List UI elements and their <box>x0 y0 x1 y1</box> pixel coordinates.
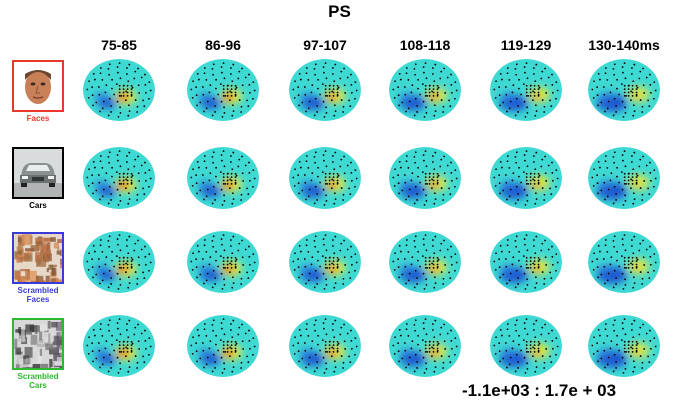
electrode-grid <box>190 150 256 206</box>
scalp-field <box>490 147 562 209</box>
scalp-field <box>187 315 259 377</box>
electrode-grid <box>190 318 256 374</box>
stimulus-condition: Scrambled Faces <box>10 232 66 304</box>
scrambled-face-noise-icon <box>12 232 64 284</box>
topography-map <box>588 147 660 209</box>
electrode-grid <box>392 150 458 206</box>
topography-map <box>83 147 155 209</box>
electrode-grid <box>392 318 458 374</box>
topography-map <box>389 59 461 121</box>
topography-map <box>389 231 461 293</box>
topography-map <box>289 59 361 121</box>
electrode-grid <box>591 318 657 374</box>
scalp-field <box>83 231 155 293</box>
scalp-field <box>289 59 361 121</box>
car-photo-icon <box>12 147 64 199</box>
stimulus-condition: Cars <box>10 147 66 210</box>
scalp-field <box>187 147 259 209</box>
electrode-grid <box>190 62 256 118</box>
electrode-grid <box>292 318 358 374</box>
stimulus-label-line: Scrambled <box>17 372 59 381</box>
electrode-grid <box>86 62 152 118</box>
scalp-field <box>588 315 660 377</box>
stimulus-label: Cars <box>10 201 66 210</box>
electrode-grid <box>292 234 358 290</box>
electrode-grid <box>493 234 559 290</box>
topography-map <box>187 315 259 377</box>
topography-map <box>490 147 562 209</box>
topography-map <box>490 315 562 377</box>
scalp-field <box>83 315 155 377</box>
electrode-grid <box>591 150 657 206</box>
time-window-header: 130-140ms <box>588 37 660 53</box>
topography-map <box>289 147 361 209</box>
electrode-grid <box>392 234 458 290</box>
time-window-header: 75-85 <box>101 37 137 53</box>
electrode-grid <box>493 150 559 206</box>
topography-map <box>389 147 461 209</box>
scalp-field <box>83 147 155 209</box>
time-window-header: 108-118 <box>399 37 451 53</box>
time-window-header: 119-129 <box>500 37 552 53</box>
scalp-field <box>490 59 562 121</box>
scalp-field <box>289 147 361 209</box>
stimulus-label-line: Scrambled <box>17 286 59 295</box>
electrode-grid <box>86 318 152 374</box>
stimulus-label-line: Faces <box>26 114 50 123</box>
electrode-grid <box>292 62 358 118</box>
color-range-label: -1.1e+03 : 1.7e + 03 <box>462 381 617 400</box>
topography-map <box>289 231 361 293</box>
topography-map <box>187 231 259 293</box>
scalp-field <box>289 315 361 377</box>
stimulus-label: Faces <box>10 114 66 123</box>
electrode-grid <box>190 234 256 290</box>
scalp-field <box>588 59 660 121</box>
scalp-field <box>389 147 461 209</box>
scalp-field <box>588 231 660 293</box>
topography-map <box>187 59 259 121</box>
scalp-field <box>83 59 155 121</box>
topography-map <box>83 59 155 121</box>
topography-map <box>187 147 259 209</box>
topography-map <box>588 231 660 293</box>
scalp-field <box>289 231 361 293</box>
figure-title: PS <box>328 2 351 21</box>
stimulus-label-line: Cars <box>29 201 47 210</box>
topography-map <box>289 315 361 377</box>
scalp-field <box>588 147 660 209</box>
scalp-field <box>389 315 461 377</box>
electrode-grid <box>86 150 152 206</box>
stimulus-label: Scrambled Cars <box>10 372 66 390</box>
scalp-field <box>389 231 461 293</box>
time-window-header: 97-107 <box>303 37 347 53</box>
topography-map <box>83 231 155 293</box>
electrode-grid <box>292 150 358 206</box>
electrode-grid <box>86 234 152 290</box>
stimulus-label-line: Faces <box>26 295 50 304</box>
time-window-header: 86-96 <box>205 37 241 53</box>
topography-map <box>83 315 155 377</box>
stimulus-label: Scrambled Faces <box>10 286 66 304</box>
scrambled-car-noise-icon <box>12 318 64 370</box>
stimulus-label-line: Cars <box>29 381 47 390</box>
topography-map <box>490 231 562 293</box>
stimulus-condition: Scrambled Cars <box>10 318 66 390</box>
scalp-field <box>389 59 461 121</box>
topography-map <box>389 315 461 377</box>
topography-map <box>490 59 562 121</box>
topography-map <box>588 315 660 377</box>
stimulus-condition: Faces <box>10 60 66 123</box>
electrode-grid <box>392 62 458 118</box>
scalp-field <box>187 231 259 293</box>
face-photo-icon <box>12 60 64 112</box>
topography-map <box>588 59 660 121</box>
scalp-field <box>490 231 562 293</box>
electrode-grid <box>591 62 657 118</box>
electrode-grid <box>493 318 559 374</box>
scalp-field <box>187 59 259 121</box>
scalp-field <box>490 315 562 377</box>
electrode-grid <box>493 62 559 118</box>
electrode-grid <box>591 234 657 290</box>
